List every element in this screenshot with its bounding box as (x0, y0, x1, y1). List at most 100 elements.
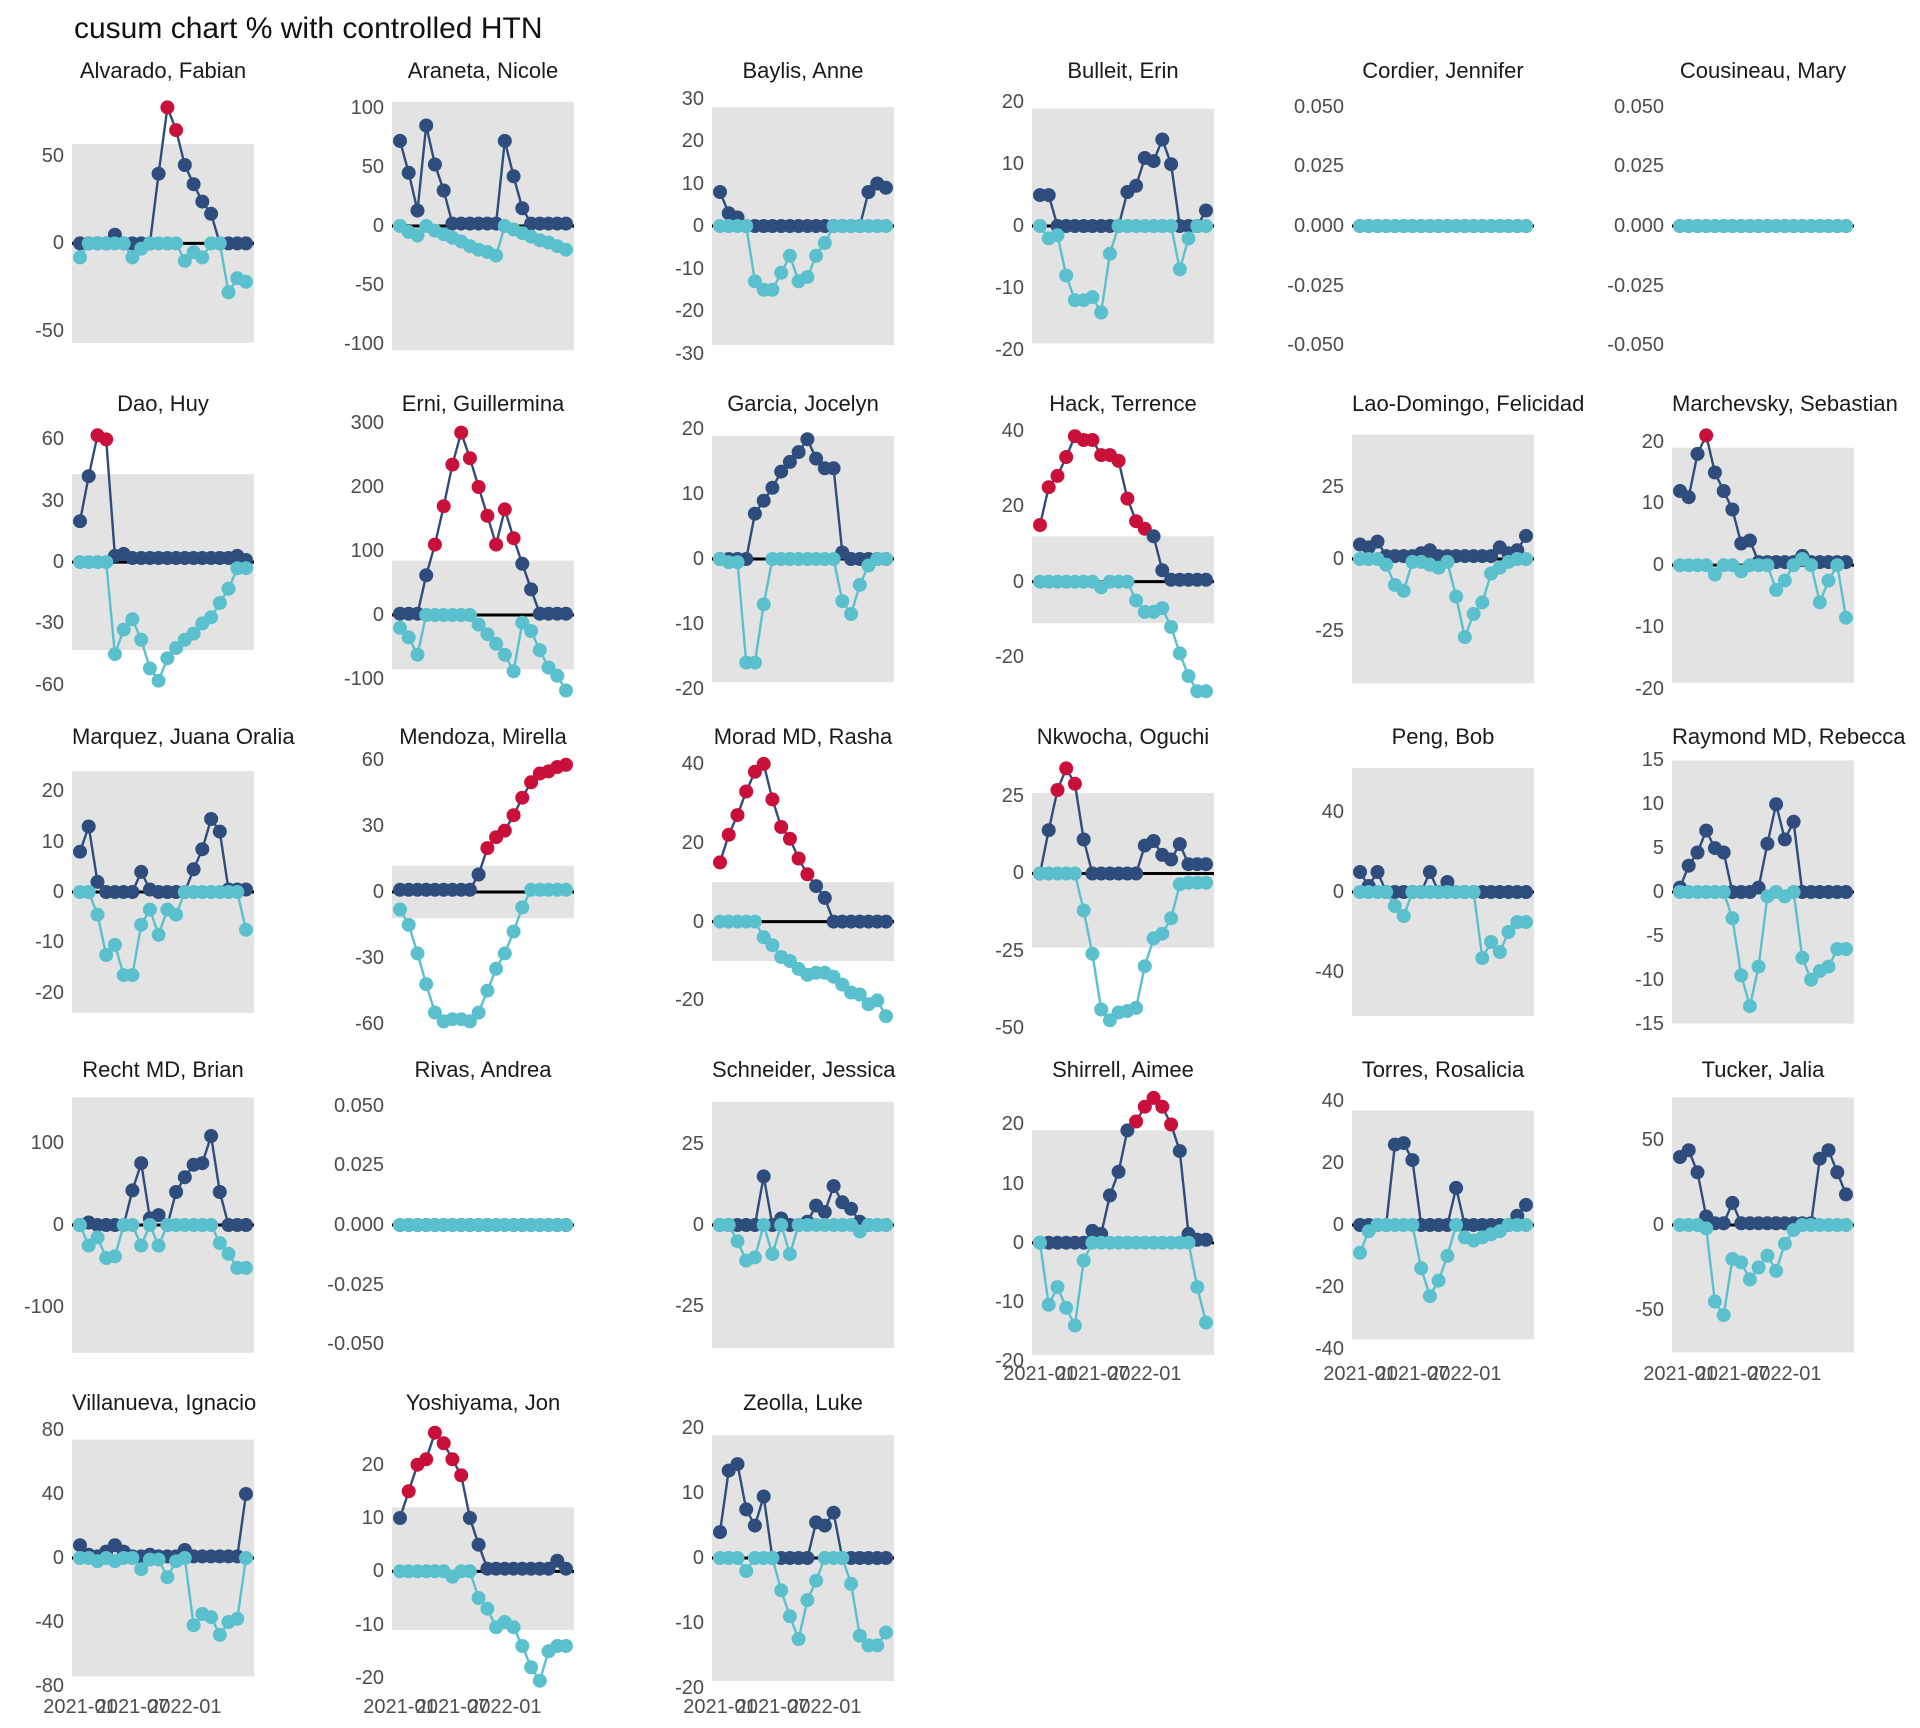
facet-title: Marquez, Juana Oralia (72, 724, 295, 749)
facet-title: Zeolla, Luke (743, 1390, 863, 1415)
data-point (1120, 491, 1135, 506)
data-point (1199, 219, 1213, 233)
facet-panel: Marchevsky, Sebastian 20 10 0 -10 -20 (1600, 389, 1920, 722)
data-point (1146, 1090, 1161, 1105)
data-point (489, 636, 504, 651)
data-point (204, 1129, 219, 1143)
y-tick-label: 20 (361, 1453, 384, 1476)
data-point (393, 1511, 407, 1525)
neg-cusum-series (393, 882, 573, 1029)
data-point (239, 274, 253, 289)
data-point (774, 464, 789, 479)
data-point (160, 1570, 175, 1585)
data-point (739, 219, 754, 233)
y-tick-label: 0 (1332, 1214, 1344, 1236)
cusum-chart (712, 756, 894, 1024)
data-point (1707, 1294, 1722, 1309)
data-point (480, 841, 495, 856)
facet-panel: Alvarado, Fabian 50 0 -50 (0, 56, 320, 389)
data-point (1405, 1153, 1420, 1168)
data-point (1690, 845, 1705, 860)
facet-panel: Cordier, Jennifer 0.050 0.025 0.000 -0.025 -0… (1280, 56, 1600, 389)
y-tick-label: 0.050 (1293, 95, 1344, 118)
data-point (1716, 885, 1731, 899)
facet-title: Yoshiyama, Jon (405, 1390, 561, 1415)
data-point (730, 1551, 745, 1565)
data-point (1751, 959, 1766, 974)
data-point (480, 983, 495, 998)
y-tick-label: 100 (350, 96, 384, 119)
data-point (559, 683, 573, 698)
data-point (1742, 1272, 1757, 1287)
data-point (809, 1573, 824, 1588)
data-point (800, 1593, 815, 1608)
data-point (1769, 797, 1784, 812)
facet-title: Alvarado, Fabian (79, 58, 247, 83)
cusum-chart (72, 1097, 254, 1353)
y-tick-label: -20 (1635, 677, 1664, 700)
y-tick-label: -20 (675, 1676, 704, 1699)
y-tick-label: -25 (995, 939, 1024, 962)
data-point (559, 242, 573, 257)
data-point (1033, 518, 1047, 532)
data-point (1181, 231, 1196, 246)
data-point (73, 514, 87, 529)
data-point (844, 1576, 859, 1591)
x-tick-label: 2021-07 (1375, 1363, 1450, 1385)
data-point (1190, 1280, 1205, 1295)
neg-cusum-series (73, 885, 253, 983)
data-point (782, 831, 797, 846)
y-tick-label: -10 (675, 257, 704, 280)
cusum-chart (1672, 1097, 1854, 1353)
data-point (739, 1502, 754, 1517)
data-point (1387, 899, 1402, 913)
data-point (756, 493, 771, 508)
cusum-chart (72, 100, 254, 343)
data-point (1172, 646, 1187, 661)
data-point (800, 1551, 815, 1565)
data-point (870, 1638, 885, 1653)
data-point (1041, 480, 1056, 495)
facet-panel: Cousineau, Mary 0.050 0.025 0.000 -0.025 -0.0… (1600, 56, 1920, 389)
data-point (506, 808, 521, 823)
data-point (230, 1611, 245, 1626)
facet-title: Shirrell, Aimee (1052, 1057, 1194, 1082)
data-point (410, 946, 425, 961)
data-point (559, 216, 573, 231)
data-point (835, 594, 850, 609)
data-point (1707, 567, 1722, 582)
cusum-chart (712, 432, 894, 683)
data-point (506, 169, 521, 184)
facet-title: Hack, Terrence (1049, 391, 1197, 416)
data-point (1396, 1136, 1411, 1151)
data-point (1760, 1248, 1775, 1263)
data-point (169, 641, 184, 655)
pos-cusum-series (393, 757, 573, 897)
data-point (852, 987, 867, 1002)
y-tick-label: 15 (1641, 749, 1664, 772)
y-tick-label: 20 (41, 780, 64, 803)
y-tick-label: -15 (1635, 1012, 1664, 1035)
data-point (1760, 558, 1775, 573)
data-point (1050, 783, 1065, 797)
data-point (1699, 428, 1714, 443)
data-point (151, 1552, 166, 1567)
data-point (747, 506, 762, 521)
data-point (125, 885, 140, 899)
facet-title: Peng, Bob (1391, 724, 1495, 749)
y-tick-label: 40 (41, 1483, 64, 1505)
data-point (1146, 834, 1161, 848)
y-axis-labels: 20 10 0 -10 -20 (320, 1422, 384, 1694)
facet-title: Cousineau, Mary (1679, 58, 1847, 83)
data-point (471, 1591, 486, 1605)
data-point (1164, 911, 1179, 926)
data-point (1777, 1236, 1792, 1251)
data-point (1734, 968, 1749, 983)
data-point (765, 1247, 780, 1262)
neg-cusum-series (393, 1564, 573, 1688)
data-point (1440, 1248, 1455, 1263)
data-point (1199, 857, 1213, 872)
data-point (186, 1618, 201, 1633)
data-point (1725, 502, 1740, 517)
data-point (221, 285, 236, 300)
